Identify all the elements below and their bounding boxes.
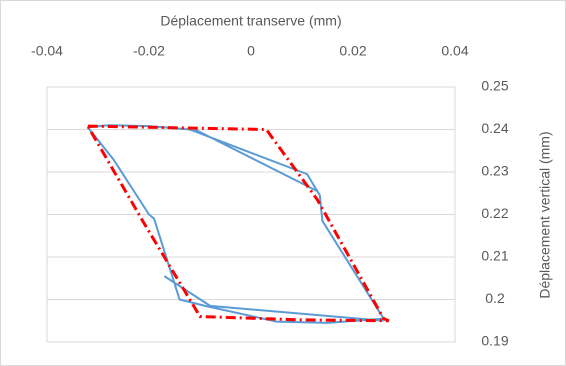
y-tick-label: 0.22 <box>481 205 508 221</box>
series-line <box>86 124 390 323</box>
x-tick-label: -0.04 <box>31 43 63 59</box>
x-tick-label: 0 <box>247 43 255 59</box>
y-tick-label: 0.25 <box>481 78 508 94</box>
y-axis-title: Déplacement vertical (mm) <box>537 131 553 298</box>
y-tick-label: 0.19 <box>481 333 508 349</box>
y-tick-label: 0.23 <box>481 163 508 179</box>
y-tick-label: 0.2 <box>485 290 505 306</box>
x-tick-label: -0.02 <box>133 43 165 59</box>
x-tick-label: 0.04 <box>441 43 468 59</box>
y-tick-label: 0.24 <box>481 120 508 136</box>
x-tick-label: 0.02 <box>339 43 366 59</box>
y-tick-label: 0.21 <box>481 248 508 264</box>
x-axis-title: Déplacement transerve (mm) <box>160 13 341 29</box>
